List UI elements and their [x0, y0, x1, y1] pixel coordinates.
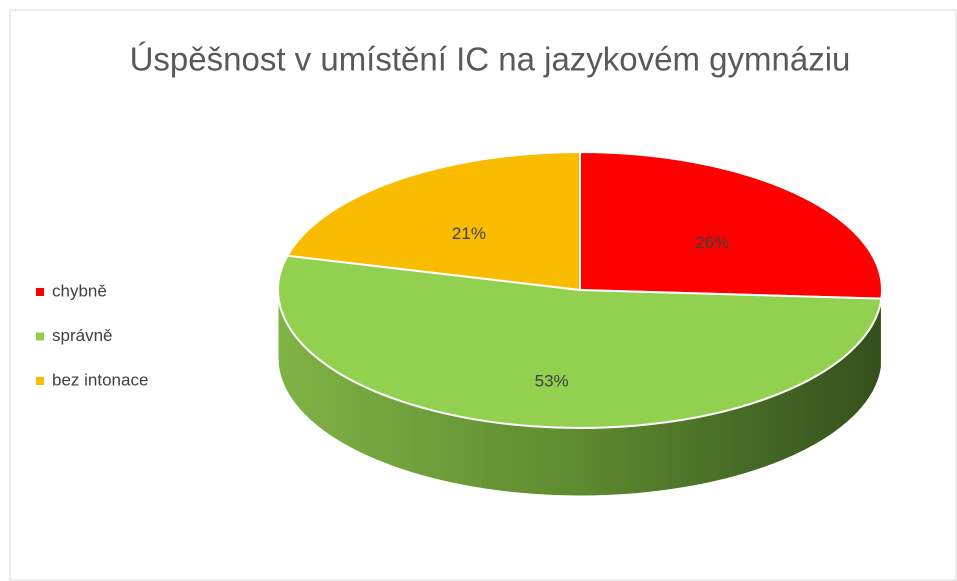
pie-slice: [579, 150, 883, 300]
legend-swatch: [36, 377, 44, 385]
legend-swatch: [36, 332, 44, 341]
pie-slice: [277, 254, 883, 429]
legend-label: chybně: [52, 281, 107, 300]
data-label: 53%: [535, 371, 569, 390]
legend-label: bez intonace: [52, 370, 148, 389]
pie-slice: [285, 150, 581, 292]
data-label: 26%: [695, 233, 729, 252]
chart-title: Úspěšnost v umístění IC na jazykovém gym…: [130, 41, 851, 78]
legend-swatch: [36, 288, 44, 296]
legend-label: správně: [52, 326, 112, 345]
data-label: 21%: [452, 224, 486, 243]
